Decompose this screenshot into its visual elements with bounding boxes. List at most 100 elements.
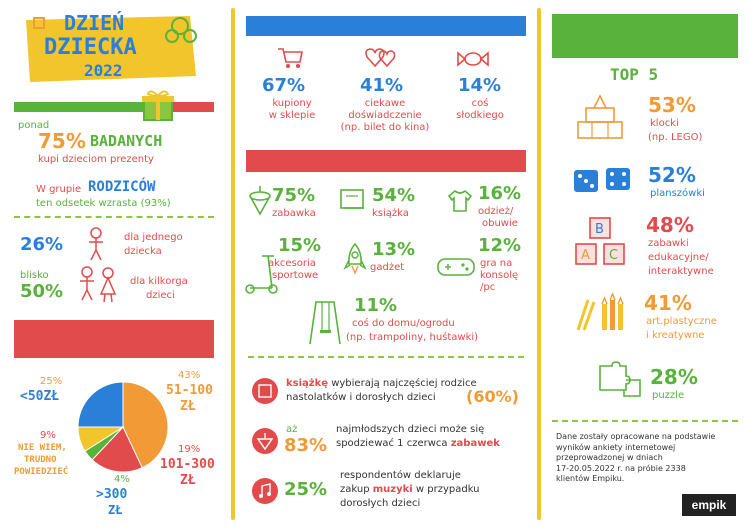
fact-line: dorosłych dzieci [340, 498, 421, 509]
popular-pct: 75% [272, 185, 316, 206]
popular-label: książka [372, 208, 409, 219]
popular-label: gra na [480, 258, 513, 269]
spending-banner: PLANOWANE WYDATKI NA 1 DZIECKO [14, 320, 214, 358]
pie-label-text: ZŁ [108, 503, 123, 517]
type-label-line: kupiony [272, 98, 312, 109]
svg-text:C: C [609, 248, 618, 263]
fact-bold: zabawek [450, 438, 500, 449]
tshirt-icon [446, 188, 474, 214]
toy-pct: 52% [648, 163, 696, 187]
title-line-2: DZIECKA [44, 35, 137, 60]
type-label-line: doświadczenie [348, 110, 422, 121]
toy-pct: 48% [646, 213, 694, 237]
fact-line: spodziewać 1 czerwca zabawek [336, 438, 500, 449]
dashed-divider [14, 216, 214, 218]
popular-pct: 16% [478, 183, 522, 204]
many-label-2: dzieci [146, 290, 175, 301]
spending-pie-chart [77, 381, 169, 473]
many-label-1: dla kilkorga [130, 276, 188, 287]
toy-label: art.plastyczne [646, 316, 717, 327]
type-label-line: ciekawe [364, 98, 406, 109]
fact-pct: (60%) [466, 387, 519, 406]
pie-label-pct: 9% [40, 430, 56, 441]
popular-label: odzież/ [478, 206, 514, 217]
many-prefix: blisko [20, 270, 49, 281]
popular-pct: 54% [372, 185, 416, 206]
book-icon [252, 378, 278, 404]
popular-label: zabawka [272, 208, 316, 219]
blocks-icon [574, 92, 626, 142]
title-backdrop [20, 10, 200, 86]
title-line-3: 2022 [84, 61, 123, 80]
fact-pct: 83% [284, 435, 328, 456]
music-note-icon [252, 478, 278, 504]
dashed-divider [248, 356, 524, 358]
popular-pct: 11% [354, 295, 398, 316]
empik-logo[interactable]: empik [682, 494, 736, 516]
parents-line1b: RODZICÓW [88, 179, 156, 195]
types-banner: RODZAJE WYBIERANYCH PREZENTÓW [246, 16, 526, 36]
type-label: ciekawe doświadczenie (np. bilet do kina… [330, 98, 440, 134]
rocket-icon [342, 242, 368, 276]
pie-label-text: ZŁ [180, 473, 196, 488]
parents-line2: ten odsetek wzrasta (93%) [36, 198, 171, 209]
toys-banner: JEŚLI ZABAWKI, TO JAKIE? [552, 14, 738, 58]
pie-label-text: ZŁ [180, 399, 196, 414]
toy-label: (np. LEGO) [648, 132, 703, 143]
fact-text: zakup [340, 484, 373, 495]
candy-icon [456, 50, 490, 68]
popular-label: gadżet [370, 262, 405, 273]
fact-text: wybierają najczęściej rodzice [328, 378, 477, 389]
type-label: coś słodkiego [440, 98, 520, 122]
children-icon [76, 264, 120, 304]
cart-icon [276, 46, 304, 70]
footnote: Dane zostały opracowane na podstawie wyn… [556, 432, 746, 485]
pie-label-text: TRUDNO [24, 455, 57, 465]
pie-label-text: 101-300 [160, 457, 215, 472]
popular-pct: 12% [478, 235, 522, 256]
fact-text: spodziewać 1 czerwca [336, 438, 451, 449]
one-child-label-1: dla jednego [124, 232, 183, 243]
top5-label: TOP 5 [610, 65, 659, 84]
popular-label: akcesoria [268, 258, 316, 269]
dashed-divider [552, 420, 738, 422]
type-label-line: (np. bilet do kina) [340, 122, 430, 133]
stat-desc: kupi dzieciom prezenty [38, 154, 154, 165]
one-child-label-2: dziecka [124, 246, 162, 257]
fact-line: zakup muzyki w przypadku [340, 484, 480, 495]
fact-bold: książkę [286, 378, 329, 389]
toys-banner-line-2: TO JAKIE? [610, 38, 680, 51]
pie-label-text: NIE WIEM, [18, 443, 67, 453]
type-pct: 67% [262, 75, 306, 96]
footnote-line: Dane zostały opracowane na podstawie [556, 432, 716, 441]
footnote-line: 17-20.05.2022 r. na próbie 2338 [556, 463, 686, 473]
title-line-1: DZIEŃ [64, 11, 125, 35]
type-label: kupiony w sklepie [252, 98, 332, 122]
popular-pct: 13% [372, 239, 416, 260]
spending-banner-line-2: NA 1 DZIECKO [71, 342, 157, 353]
toy-label: i kreatywne [646, 330, 705, 341]
type-pct: 14% [458, 75, 502, 96]
pie-label-pct: 43% [178, 370, 201, 381]
scooter-icon [244, 252, 280, 294]
popular-label: konsolę [480, 270, 519, 281]
pie-label-text: POWIEDZIEĆ [14, 467, 69, 477]
popular-label: coś do domu/ogrodu [352, 318, 455, 329]
pie-label-pct: 25% [40, 376, 63, 387]
stat-pct: 75% [38, 129, 86, 153]
pie-slice [91, 426, 143, 473]
popular-banner: NAJPOPULARNIEJSZE PREZENTY [246, 150, 526, 172]
crayons-icon [572, 292, 628, 336]
column-divider [537, 8, 541, 520]
svg-text:A: A [581, 248, 590, 263]
pie-slice [122, 381, 169, 469]
gamepad-icon [436, 256, 476, 278]
popular-label: /pc [480, 282, 496, 293]
pie-label-text: 51-100 [166, 383, 213, 398]
popular-label: (np. trampoliny, huśtawki) [346, 332, 479, 343]
footnote-line: klientów Empiku. [556, 474, 625, 483]
pie-label-pct: 19% [178, 444, 201, 455]
type-label-line: w sklepie [268, 110, 316, 121]
parents-line1a: W grupie [36, 184, 82, 195]
